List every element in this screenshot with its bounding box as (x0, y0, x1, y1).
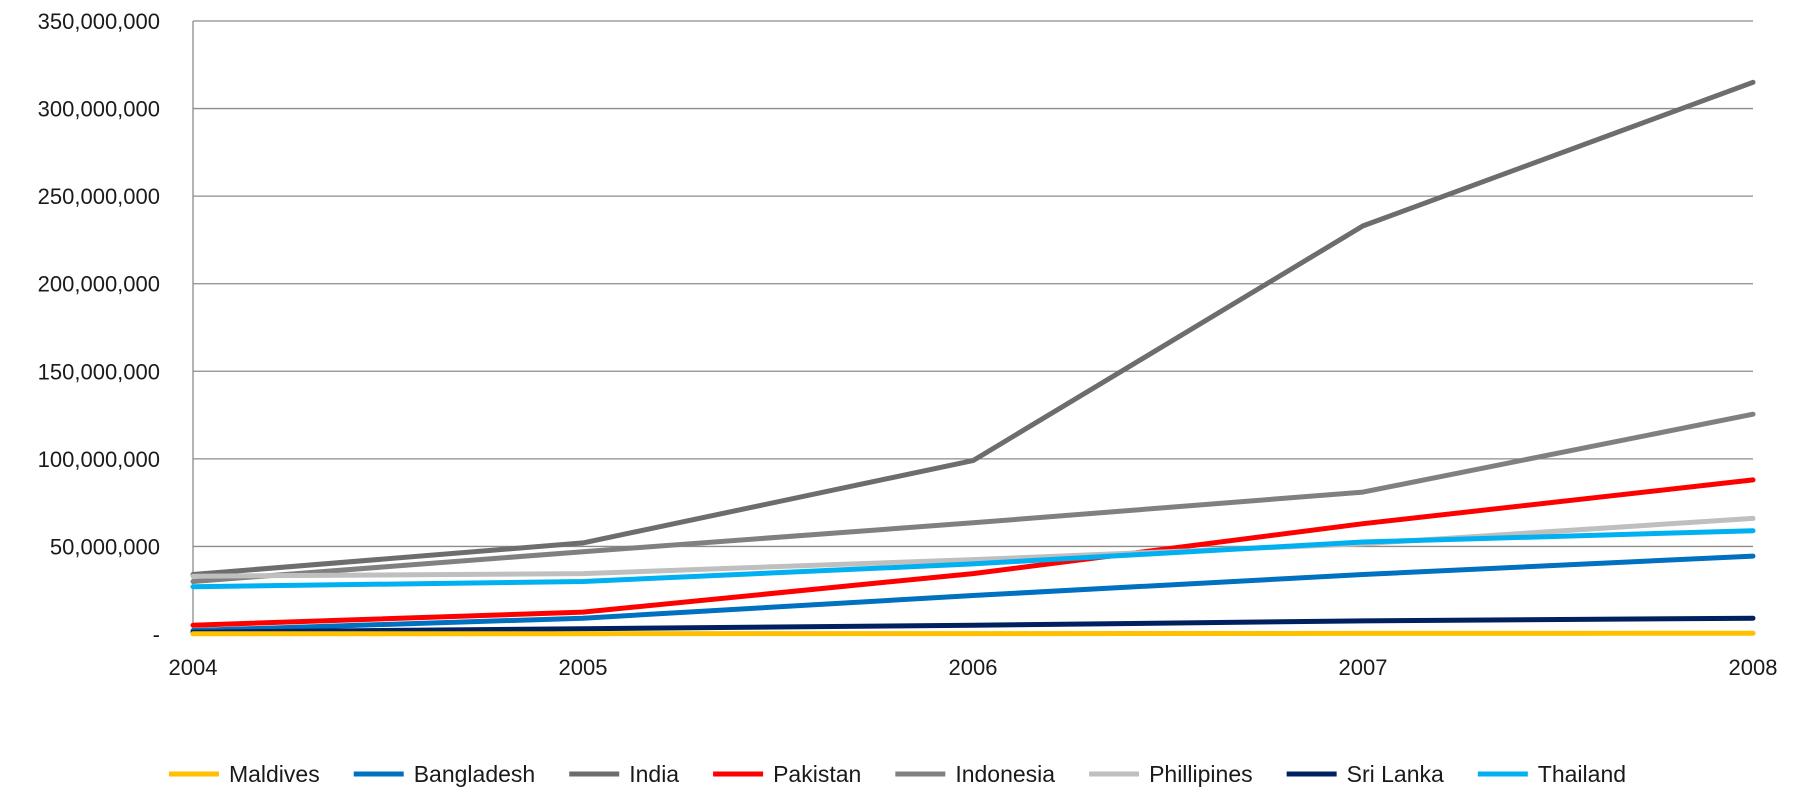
legend-item-phillipines: Phillipines (1089, 761, 1253, 787)
x-tick-label: 2007 (1339, 655, 1388, 680)
x-tick-label: 2004 (169, 655, 218, 680)
x-tick-label: 2008 (1729, 655, 1778, 680)
series-line-thailand (190, 528, 1756, 590)
legend-label: Sri Lanka (1347, 761, 1444, 787)
legend-label: Bangladesh (414, 761, 536, 787)
y-tick-label: - (153, 622, 160, 647)
legend: Maldives Bangladesh India Pakistan Indonesia… (168, 761, 1626, 787)
legend-item-pakistan: Pakistan (713, 761, 861, 787)
gridlines (192, 20, 1753, 635)
legend-label: Maldives (229, 761, 320, 787)
legend-item-thailand: Thailand (1477, 761, 1626, 787)
y-tick-label: 250,000,000 (38, 184, 160, 209)
series-line-maldives (190, 630, 1756, 637)
series-line-indonesia (190, 411, 1756, 584)
series-line-pakistan (190, 477, 1756, 628)
legend-label: Phillipines (1149, 761, 1253, 787)
legend-label: India (629, 761, 679, 787)
y-tick-label: 150,000,000 (38, 359, 160, 384)
y-tick-label: 300,000,000 (38, 97, 160, 122)
series-line-sri-lanka (190, 615, 1756, 635)
x-tick-label: 2005 (559, 655, 608, 680)
legend-item-india: India (569, 761, 679, 787)
x-tick-label: 2006 (949, 655, 998, 680)
legend-item-maldives: Maldives (168, 761, 320, 787)
y-tick-label: 350,000,000 (38, 9, 160, 34)
legend-item-sri-lanka: Sri Lanka (1286, 761, 1444, 787)
y-axis-tick-labels: - 50,000,000 100,000,000 150,000,000 200,000… (38, 9, 160, 647)
series-line-bangladesh (190, 553, 1756, 633)
legend-label: Thailand (1538, 761, 1626, 787)
legend-item-bangladesh: Bangladesh (353, 761, 536, 787)
legend-label: Pakistan (773, 761, 861, 787)
series-lines (190, 79, 1756, 637)
legend-item-indonesia: Indonesia (895, 761, 1055, 787)
series-line-phillipines (190, 515, 1756, 579)
y-tick-label: 50,000,000 (50, 534, 160, 559)
y-tick-label: 200,000,000 (38, 272, 160, 297)
series-line-india (190, 79, 1756, 577)
y-tick-label: 100,000,000 (38, 447, 160, 472)
x-axis-tick-labels: 2004 2005 2006 2007 2008 (169, 655, 1778, 680)
legend-label: Indonesia (955, 761, 1055, 787)
